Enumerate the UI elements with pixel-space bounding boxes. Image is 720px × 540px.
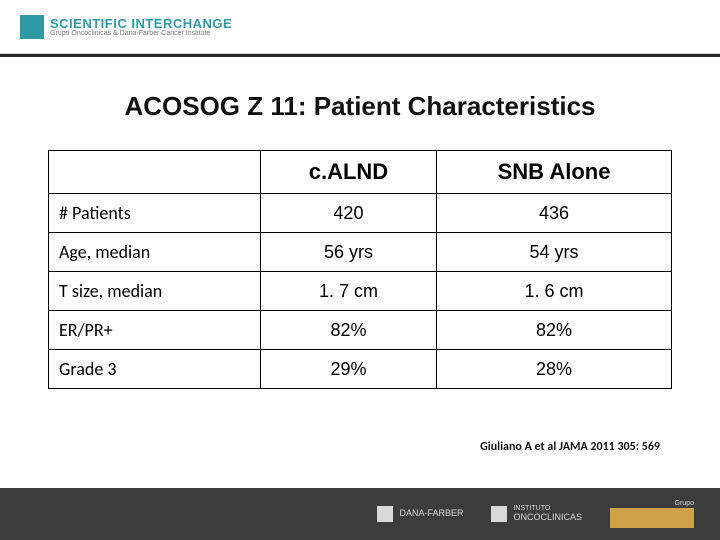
globe-icon bbox=[491, 506, 507, 522]
shield-icon bbox=[377, 506, 393, 522]
citation: Giuliano A et al JAMA 2011 305: 569 bbox=[480, 440, 660, 454]
table-row: Grade 3 29% 28% bbox=[49, 350, 672, 389]
footer-bar: DANA-FARBER INSTITUTO ONCOCLINICAS Grupo bbox=[0, 488, 720, 540]
footer-logo-instituto: INSTITUTO ONCOCLINICAS bbox=[491, 505, 582, 523]
footer-label: ONCOCLINICAS bbox=[513, 513, 582, 523]
logo-mark-icon bbox=[20, 15, 44, 39]
row-value: 28% bbox=[437, 350, 672, 389]
row-label: T size, median bbox=[49, 272, 261, 311]
footer-logo-grupo: Grupo bbox=[610, 500, 694, 528]
logo-text: SCIENTIFIC INTERCHANGE Grupo Oncoclinica… bbox=[50, 17, 232, 37]
row-label: # Patients bbox=[49, 194, 261, 233]
row-value: 1. 7 cm bbox=[260, 272, 436, 311]
row-value: 420 bbox=[260, 194, 436, 233]
table-row: Age, median 56 yrs 54 yrs bbox=[49, 233, 672, 272]
table-header-snb: SNB Alone bbox=[437, 151, 672, 194]
header-logo: SCIENTIFIC INTERCHANGE Grupo Oncoclinica… bbox=[20, 15, 232, 39]
brand-box-icon bbox=[610, 508, 694, 528]
row-value: 56 yrs bbox=[260, 233, 436, 272]
logo-title: SCIENTIFIC INTERCHANGE bbox=[50, 17, 232, 30]
characteristics-table: c.ALND SNB Alone # Patients 420 436 Age,… bbox=[48, 150, 672, 389]
table-row: T size, median 1. 7 cm 1. 6 cm bbox=[49, 272, 672, 311]
slide-title: ACOSOG Z 11: Patient Characteristics bbox=[0, 91, 720, 122]
row-value: 82% bbox=[437, 311, 672, 350]
row-value: 82% bbox=[260, 311, 436, 350]
table-header-row: c.ALND SNB Alone bbox=[49, 151, 672, 194]
footer-logo-dana-farber: DANA-FARBER bbox=[377, 506, 463, 522]
row-label: Grade 3 bbox=[49, 350, 261, 389]
row-value: 1. 6 cm bbox=[437, 272, 672, 311]
table-row: ER/PR+ 82% 82% bbox=[49, 311, 672, 350]
row-label: ER/PR+ bbox=[49, 311, 261, 350]
row-value: 54 yrs bbox=[437, 233, 672, 272]
footer-label: DANA-FARBER bbox=[399, 509, 463, 519]
table-row: # Patients 420 436 bbox=[49, 194, 672, 233]
footer-label-small: Grupo bbox=[675, 500, 694, 508]
row-value: 29% bbox=[260, 350, 436, 389]
row-label: Age, median bbox=[49, 233, 261, 272]
header-rule bbox=[0, 54, 720, 57]
header-bar: SCIENTIFIC INTERCHANGE Grupo Oncoclinica… bbox=[0, 0, 720, 54]
table-header-blank bbox=[49, 151, 261, 194]
table-header-calnd: c.ALND bbox=[260, 151, 436, 194]
row-value: 436 bbox=[437, 194, 672, 233]
logo-subtitle: Grupo Oncoclinicas & Dana-Farber Cancer … bbox=[50, 30, 232, 37]
